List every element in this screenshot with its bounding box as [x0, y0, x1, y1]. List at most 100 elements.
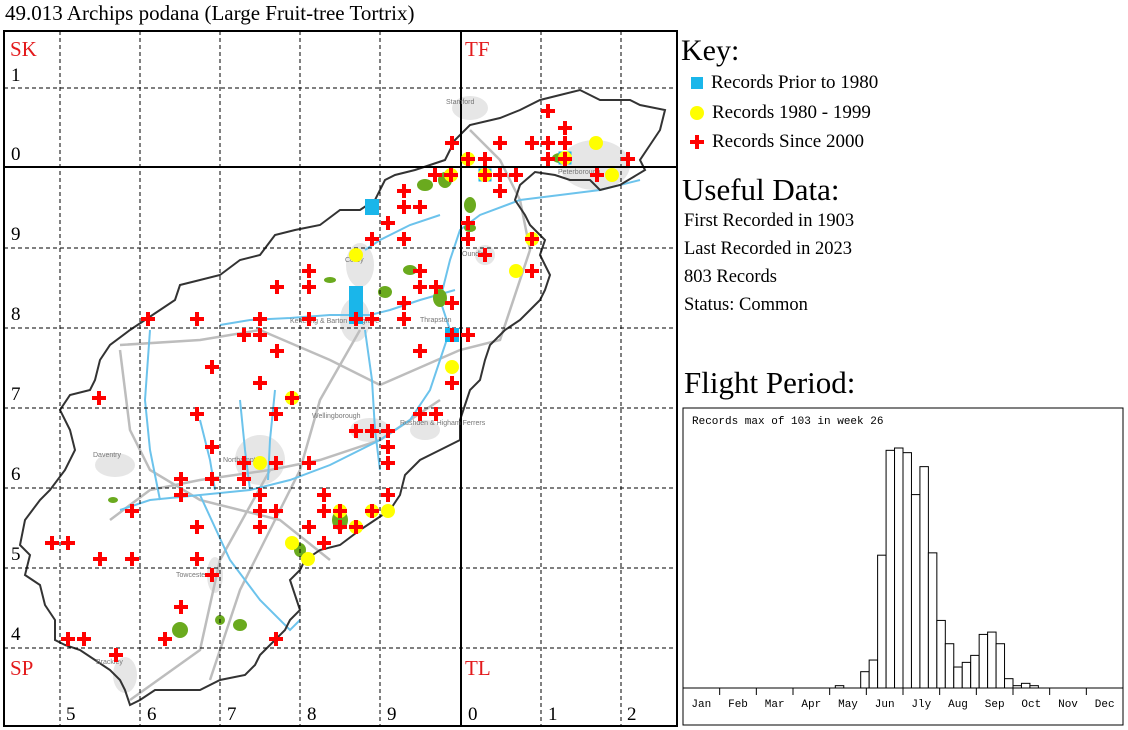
river	[239, 399, 251, 491]
legend-label: Records 1980 - 1999	[712, 102, 871, 123]
row-label: 7	[11, 384, 21, 405]
road	[208, 329, 362, 681]
record-marker-since-2000	[92, 391, 106, 405]
record-marker-since-2000	[445, 136, 459, 150]
record-marker-since-2000	[397, 232, 411, 246]
col-label: 0	[468, 704, 478, 725]
record-marker-since-2000	[302, 456, 316, 470]
place-label: Kettering & Barton Seagrave	[290, 318, 379, 325]
place-label: Thrapston	[420, 317, 452, 324]
square-icon	[691, 77, 703, 89]
record-marker-since-2000	[333, 520, 347, 534]
record-marker-since-2000	[93, 552, 107, 566]
record-marker-since-2000	[461, 232, 475, 246]
urban-area	[95, 453, 135, 477]
row-label: 0	[11, 144, 21, 165]
col-label: 6	[147, 704, 157, 725]
record-marker-since-2000	[61, 536, 75, 550]
record-marker-since-2000	[349, 424, 363, 438]
legend-item-prior-1980: Records Prior to 1980	[690, 72, 878, 94]
square-label: TF	[465, 37, 490, 61]
month-label: Dec	[1095, 699, 1115, 711]
record-marker-since-2000	[205, 440, 219, 454]
record-marker-1980-1999	[301, 552, 315, 566]
record-marker-since-2000	[445, 376, 459, 390]
record-marker-since-2000	[317, 536, 331, 550]
flight-bar-week-26	[894, 447, 904, 689]
record-marker-since-2000	[397, 296, 411, 310]
status: Status: Common	[684, 295, 808, 315]
col-label: 8	[307, 704, 317, 725]
record-marker-since-2000	[253, 312, 267, 326]
river	[364, 329, 381, 471]
record-marker-1980-1999	[589, 136, 603, 150]
record-marker-since-2000	[541, 104, 555, 118]
record-marker-since-2000	[413, 407, 427, 421]
month-label: Apr	[801, 699, 821, 711]
place-label: Towcester	[176, 572, 208, 579]
record-marker-since-2000	[381, 216, 395, 230]
legend-label: Records Prior to 1980	[711, 72, 879, 93]
record-marker-since-2000	[590, 168, 604, 182]
flight-bar-week-30	[927, 552, 938, 689]
record-marker-since-2000	[509, 168, 523, 182]
woodland-patch	[378, 286, 392, 298]
record-marker-prior-1980	[349, 286, 363, 324]
col-label: 7	[227, 704, 237, 725]
key-title: Key:	[681, 34, 740, 67]
circle-icon	[690, 106, 704, 120]
flight-bar-week-31	[936, 619, 946, 689]
distribution-map: StamfordPeterboroughCorbyOundleKettering…	[3, 30, 678, 727]
month-label: Oct	[1021, 699, 1041, 711]
record-marker-since-2000	[525, 264, 539, 278]
record-marker-since-2000	[302, 280, 316, 294]
woodland	[108, 153, 568, 638]
record-marker-since-2000	[174, 472, 188, 486]
month-label: Aug	[948, 699, 968, 711]
record-marker-1980-1999	[285, 536, 299, 550]
record-marker-since-2000	[493, 184, 507, 198]
record-marker-since-2000	[45, 536, 59, 550]
record-marker-since-2000	[541, 152, 555, 166]
record-marker-since-2000	[269, 632, 283, 646]
record-marker-since-2000	[445, 296, 459, 310]
record-marker-since-2000	[397, 312, 411, 326]
record-marker-since-2000	[365, 232, 379, 246]
flight-bar-week-33	[953, 666, 963, 689]
record-marker-since-2000	[333, 504, 347, 518]
record-marker-since-2000	[302, 312, 316, 326]
record-marker-since-2000	[302, 520, 316, 534]
record-marker-since-2000	[558, 121, 572, 135]
square-label: SP	[10, 656, 33, 680]
record-marker-since-2000	[461, 328, 475, 342]
place-label: Stamford	[446, 99, 475, 106]
record-marker-since-2000	[270, 280, 284, 294]
record-marker-since-2000	[493, 168, 507, 182]
month-label: Nov	[1058, 699, 1078, 711]
record-marker-since-2000	[205, 360, 219, 374]
woodland-patch	[233, 619, 247, 631]
place-label: Brackley	[96, 659, 123, 666]
first-recorded: First Recorded in 1903	[684, 211, 855, 231]
record-marker-since-2000	[525, 232, 539, 246]
record-marker-since-2000	[429, 407, 443, 421]
legend-label: Records Since 2000	[712, 131, 864, 152]
row-label: 9	[11, 224, 21, 245]
row-label: 4	[11, 624, 21, 645]
row-label: 6	[11, 464, 21, 485]
record-marker-since-2000	[428, 168, 442, 182]
record-marker-since-2000	[253, 488, 267, 502]
flight-bar-week-34	[961, 661, 972, 689]
record-marker-since-2000	[237, 456, 251, 470]
record-marker-since-2000	[349, 312, 363, 326]
record-marker-1980-1999	[509, 264, 523, 278]
record-marker-since-2000	[444, 168, 458, 182]
record-marker-since-2000	[349, 520, 363, 534]
flight-bar-week-28	[910, 494, 921, 689]
record-marker-since-2000	[285, 391, 299, 405]
record-marker-since-2000	[317, 504, 331, 518]
place-label: Oundle	[462, 251, 485, 258]
grid-lines	[4, 31, 677, 726]
flight-bar-week-23	[868, 659, 879, 689]
record-marker-since-2000	[237, 472, 251, 486]
